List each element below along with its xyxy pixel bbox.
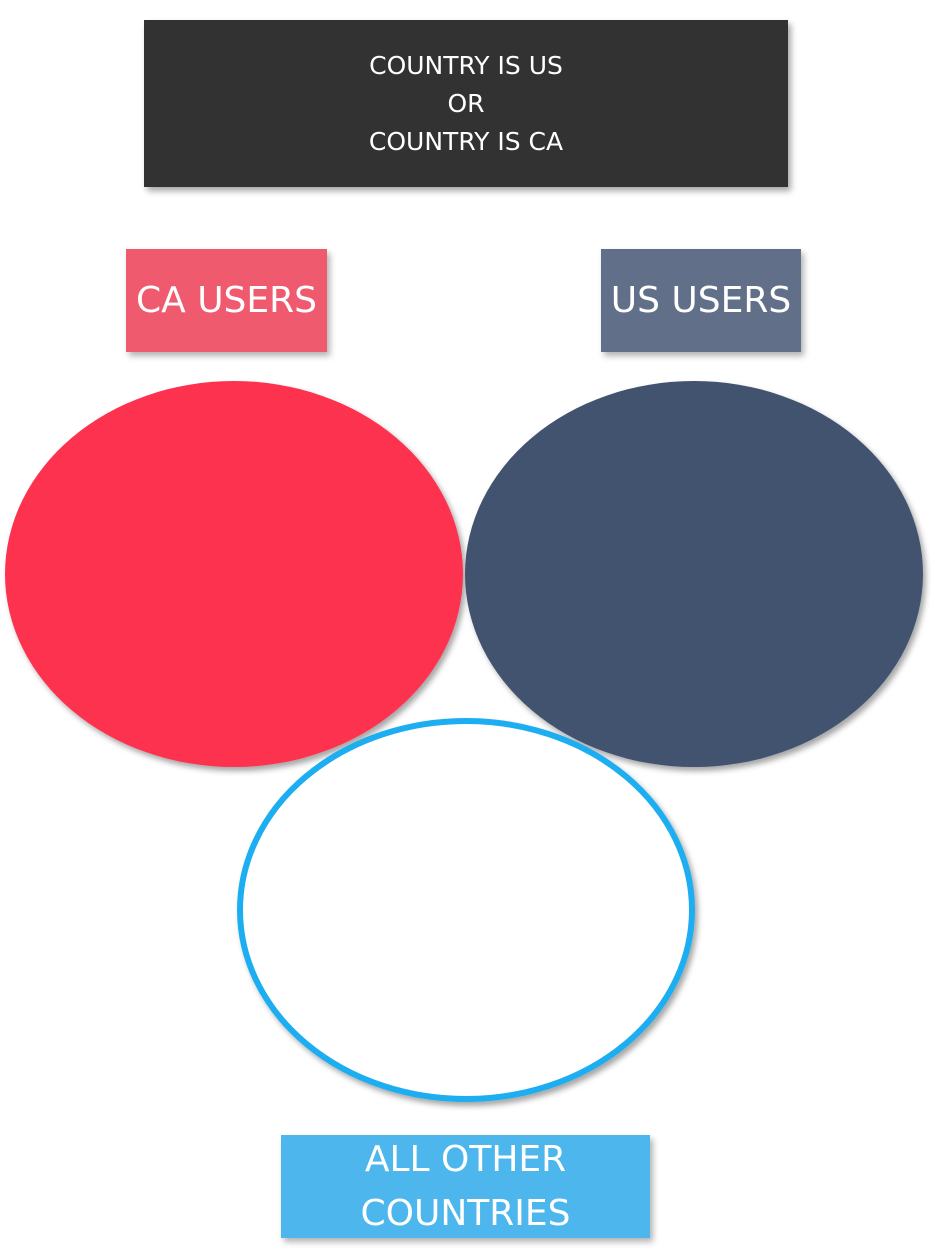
- condition-line-1: COUNTRY IS US: [369, 50, 563, 80]
- other-countries-label-line-2: COUNTRIES: [360, 1192, 571, 1234]
- ca-users-circle: [5, 381, 463, 767]
- us-users-label-text: US USERS: [610, 280, 792, 321]
- condition-line-2: OR: [447, 88, 485, 118]
- other-countries-label: ALL OTHER COUNTRIES: [281, 1135, 650, 1238]
- other-countries-circle: [237, 718, 695, 1102]
- ca-users-label-text: CA USERS: [135, 280, 318, 321]
- condition-line-3: COUNTRY IS CA: [368, 126, 564, 156]
- condition-box: COUNTRY IS US OR COUNTRY IS CA: [144, 20, 788, 187]
- us-users-label: US USERS: [601, 249, 801, 352]
- us-users-circle: [465, 381, 923, 767]
- ca-users-label: CA USERS: [126, 249, 327, 352]
- other-countries-label-line-1: ALL OTHER: [364, 1138, 567, 1180]
